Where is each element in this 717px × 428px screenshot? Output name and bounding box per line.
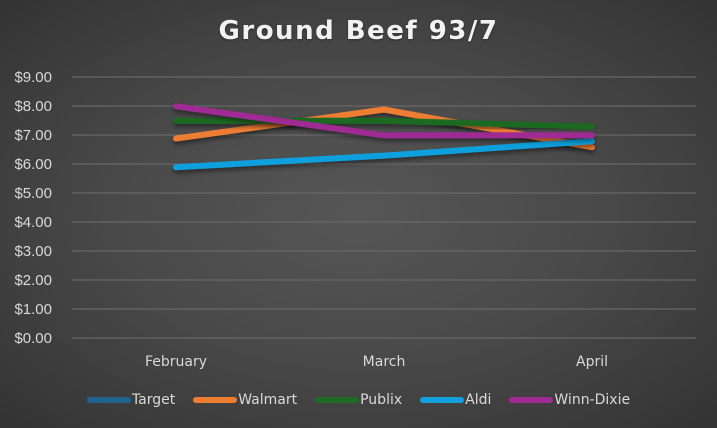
legend-label: Walmart bbox=[238, 392, 298, 408]
y-tick-label: $6.00 bbox=[14, 156, 52, 173]
y-tick-label: $2.00 bbox=[14, 272, 52, 289]
legend-item-publix: Publix bbox=[315, 392, 402, 408]
y-tick-label: $7.00 bbox=[14, 127, 52, 144]
x-tick-label: March bbox=[363, 354, 406, 370]
legend-swatch-icon bbox=[509, 397, 554, 403]
series-line-winn-dixie bbox=[173, 103, 595, 139]
legend-label: Aldi bbox=[465, 392, 492, 408]
y-tick-label: $8.00 bbox=[14, 98, 52, 115]
legend-item-aldi: Aldi bbox=[420, 392, 491, 408]
series-line-aldi bbox=[173, 138, 595, 171]
legend-item-winn-dixie: Winn-Dixie bbox=[509, 392, 630, 408]
legend-label: Target bbox=[131, 392, 176, 408]
legend-swatch-icon bbox=[86, 397, 131, 403]
legend-label: Publix bbox=[360, 392, 403, 408]
legend: Target Walmart Publix Aldi Winn-Dixie bbox=[0, 392, 717, 408]
y-tick-label: $0.00 bbox=[14, 330, 52, 347]
legend-item-target: Target bbox=[86, 392, 176, 408]
y-axis-labels: $0.00 $1.00 $2.00 $3.00 $4.00 $5.00 $6.00 $7.00… bbox=[14, 69, 52, 347]
x-axis-labels: February March April bbox=[145, 354, 608, 370]
y-tick-label: $3.00 bbox=[14, 243, 52, 260]
y-tick-label: $9.00 bbox=[14, 69, 52, 86]
y-tick-label: $1.00 bbox=[14, 301, 52, 318]
x-tick-label: April bbox=[576, 354, 608, 370]
x-tick-label: February bbox=[145, 354, 207, 370]
y-tick-label: $4.00 bbox=[14, 214, 52, 231]
legend-swatch-icon bbox=[315, 397, 360, 403]
gridlines bbox=[72, 76, 696, 339]
plot-area: $0.00 $1.00 $2.00 $3.00 $4.00 $5.00 $6.00 $7.00… bbox=[14, 69, 696, 370]
y-tick-label: $5.00 bbox=[14, 185, 52, 202]
series-lines bbox=[173, 103, 595, 171]
legend-swatch-icon bbox=[193, 397, 238, 403]
chart-title: Ground Beef 93/7 bbox=[218, 16, 499, 46]
series-line-publix bbox=[173, 117, 595, 130]
legend-item-walmart: Walmart bbox=[193, 392, 297, 408]
legend-label: Winn-Dixie bbox=[554, 392, 631, 408]
legend-swatch-icon bbox=[420, 397, 465, 403]
